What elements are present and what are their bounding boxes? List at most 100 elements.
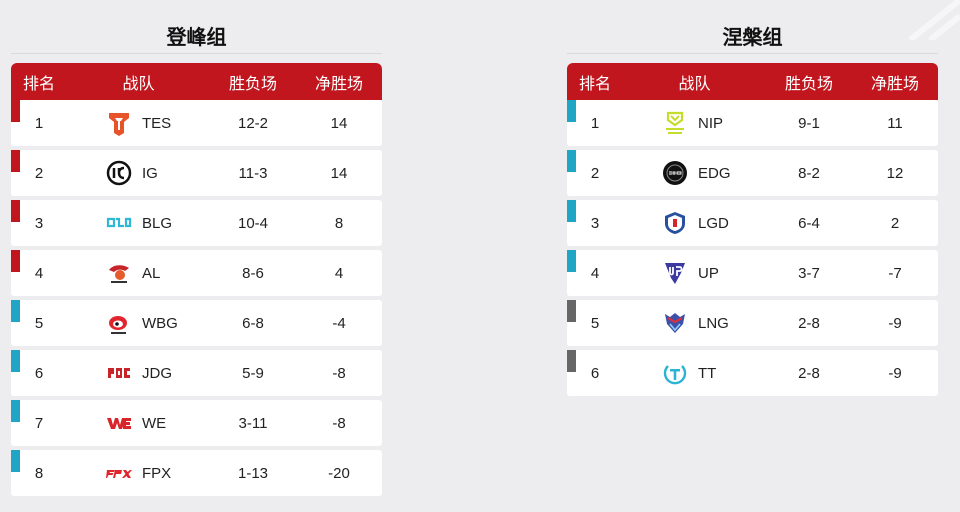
record-cell: 8-2	[798, 164, 820, 182]
blg-logo-icon	[106, 210, 132, 236]
record-cell: 6-8	[242, 314, 264, 332]
group-dengfeng: 登峰组 排名 战队 胜负场 净胜场 1 TES 12-2 14 2 IG 11-…	[11, 0, 382, 496]
table-row[interactable]: 5 WBG 6-8 -4	[11, 300, 382, 346]
rank-marker	[11, 450, 20, 472]
table-row[interactable]: 6 TT 2-8 -9	[567, 350, 938, 396]
rank-marker	[11, 100, 20, 122]
team-name: TES	[142, 114, 172, 132]
table-row[interactable]: 3 BLG 10-4 8	[11, 200, 382, 246]
standings-list: 1 NIP 9-1 11 2 EDG 8-2 12 3 LGD 6-4 2 4 …	[567, 100, 938, 396]
record-cell: 3-7	[798, 264, 820, 282]
table-row[interactable]: 1 TES 12-2 14	[11, 100, 382, 146]
table-header: 排名 战队 胜负场 净胜场	[11, 63, 382, 100]
net-cell: -7	[888, 264, 902, 282]
team-name: NIP	[698, 114, 724, 132]
team-name: TT	[698, 364, 717, 382]
record-cell: 12-2	[237, 114, 269, 132]
nip-logo-icon	[662, 110, 688, 136]
rank-marker	[567, 150, 576, 172]
record-cell: 2-8	[798, 314, 820, 332]
net-cell: 4	[334, 264, 344, 282]
rank-marker	[567, 250, 576, 272]
team-name: AL	[142, 264, 161, 282]
team-name: EDG	[698, 164, 731, 182]
rank-cell: 3	[590, 214, 600, 232]
record-cell: 2-8	[798, 364, 820, 382]
header-team: 战队	[122, 73, 155, 93]
al-logo-icon	[106, 260, 132, 286]
team-name: WE	[142, 414, 167, 432]
record-cell: 10-4	[237, 214, 269, 232]
team-name: JDG	[142, 364, 172, 382]
record-cell: 9-1	[798, 114, 820, 132]
header-rank: 排名	[578, 73, 611, 93]
tes-logo-icon	[106, 110, 132, 136]
net-cell: -20	[328, 464, 350, 482]
header-net: 净胜场	[314, 73, 363, 93]
team-name: UP	[698, 264, 719, 282]
net-cell: -8	[332, 414, 346, 432]
up-logo-icon	[662, 260, 688, 286]
table-row[interactable]: 8 FPX 1-13 -20	[11, 450, 382, 496]
table-row[interactable]: 1 NIP 9-1 11	[567, 100, 938, 146]
rank-marker	[11, 150, 20, 172]
net-cell: -9	[888, 364, 902, 382]
record-cell: 6-4	[798, 214, 820, 232]
group-title: 涅槃组	[567, 0, 938, 54]
rank-cell: 7	[34, 414, 44, 432]
ig-logo-icon	[106, 160, 132, 186]
team-name: BLG	[142, 214, 173, 232]
edg-logo-icon	[662, 160, 688, 186]
net-cell: -9	[888, 314, 902, 332]
rank-cell: 8	[34, 464, 44, 482]
table-header: 排名 战队 胜负场 净胜场	[567, 63, 938, 100]
rank-marker	[11, 300, 20, 322]
net-cell: 14	[330, 114, 348, 132]
rank-marker	[567, 100, 576, 122]
table-row[interactable]: 4 UP 3-7 -7	[567, 250, 938, 296]
team-name: IG	[142, 164, 158, 182]
record-cell: 11-3	[238, 164, 268, 182]
rank-marker	[11, 350, 20, 372]
team-name: WBG	[142, 314, 178, 332]
header-net: 净胜场	[870, 73, 919, 93]
rank-cell: 6	[34, 364, 44, 382]
rank-marker	[567, 350, 576, 372]
rank-cell: 6	[590, 364, 600, 382]
net-cell: 12	[886, 164, 904, 182]
header-team: 战队	[678, 73, 711, 93]
group-title: 登峰组	[11, 0, 382, 54]
rank-cell: 4	[590, 264, 600, 282]
net-cell: 8	[334, 214, 344, 232]
jdg-logo-icon	[106, 360, 132, 386]
rank-marker	[11, 250, 20, 272]
table-row[interactable]: 7 WE 3-11 -8	[11, 400, 382, 446]
header-record: 胜负场	[784, 73, 833, 93]
rank-marker	[567, 200, 576, 222]
rank-marker	[11, 200, 20, 222]
rank-cell: 5	[34, 314, 44, 332]
table-row[interactable]: 2 IG 11-3 14	[11, 150, 382, 196]
rank-cell: 2	[34, 164, 44, 182]
record-cell: 5-9	[242, 364, 264, 382]
table-row[interactable]: 2 EDG 8-2 12	[567, 150, 938, 196]
rank-cell: 1	[590, 114, 600, 132]
table-row[interactable]: 5 LNG 2-8 -9	[567, 300, 938, 346]
tt-logo-icon	[662, 360, 688, 386]
lgd-logo-icon	[662, 210, 688, 236]
rank-cell: 2	[590, 164, 600, 182]
table-row[interactable]: 6 JDG 5-9 -8	[11, 350, 382, 396]
wbg-logo-icon	[106, 310, 132, 336]
table-row[interactable]: 3 LGD 6-4 2	[567, 200, 938, 246]
table-row[interactable]: 4 AL 8-6 4	[11, 250, 382, 296]
rank-cell: 5	[590, 314, 600, 332]
team-name: FPX	[142, 464, 172, 482]
rank-cell: 3	[34, 214, 44, 232]
rank-marker	[567, 300, 576, 322]
net-cell: -8	[332, 364, 346, 382]
rank-cell: 4	[34, 264, 44, 282]
standings-list: 1 TES 12-2 14 2 IG 11-3 14 3 BLG 10-4 8 …	[11, 100, 382, 496]
team-name: LGD	[698, 214, 729, 232]
group-niepan: 涅槃组 排名 战队 胜负场 净胜场 1 NIP 9-1 11 2 EDG 8-2…	[567, 0, 938, 396]
corner-decoration-icon	[908, 0, 960, 40]
